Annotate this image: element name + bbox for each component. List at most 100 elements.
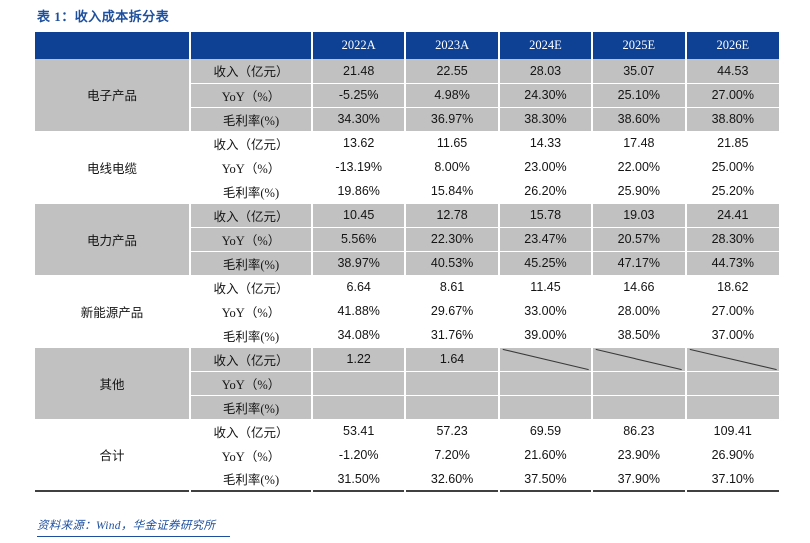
table-row: 毛利率(%) (35, 395, 779, 420)
table-container: 2022A 2023A 2024E 2025E 2026E 电子产品 收入（亿元） 21.4… (35, 32, 779, 492)
value-cell: 33.00% (498, 299, 594, 324)
value-cell: 6.64 (312, 275, 407, 300)
metric-label: 收入（亿元） (190, 59, 313, 84)
value-cell: 23.90% (592, 443, 687, 468)
value-cell: 15.78 (498, 203, 594, 228)
value-cell: 38.50% (592, 323, 687, 348)
metric-label: 收入（亿元） (190, 347, 313, 372)
value-cell: 25.90% (592, 179, 687, 204)
metric-label: 毛利率(%) (190, 107, 313, 132)
value-cell: 18.62 (685, 275, 779, 300)
value-cell: 28.03 (498, 59, 594, 84)
value-cell (405, 395, 500, 420)
revenue-cost-breakdown-table: 2022A 2023A 2024E 2025E 2026E 电子产品 收入（亿元） 21.4… (35, 32, 779, 492)
value-cell: 37.90% (592, 467, 687, 492)
column-header-2025E: 2025E (592, 32, 687, 59)
value-cell: 32.60% (405, 467, 500, 492)
value-cell (498, 395, 594, 420)
value-cell: 21.85 (685, 131, 779, 156)
value-cell: 25.00% (685, 155, 779, 180)
metric-label: YoY（%） (190, 155, 313, 180)
value-cell: 41.88% (312, 299, 407, 324)
value-cell: 7.20% (405, 443, 500, 468)
value-cell: 11.45 (498, 275, 594, 300)
metric-label: 收入（亿元） (190, 203, 313, 228)
value-cell: 19.03 (592, 203, 687, 228)
value-cell (405, 371, 500, 396)
value-cell: 27.00% (685, 83, 779, 108)
value-cell: 38.97% (312, 251, 407, 276)
table-row: YoY（%） 5.56% 22.30% 23.47% 20.57% 28.30% (35, 227, 779, 252)
value-cell (312, 371, 407, 396)
value-cell: 14.33 (498, 131, 594, 156)
table-body: 电子产品 收入（亿元） 21.48 22.55 28.03 35.07 44.53 YoY（%… (35, 59, 779, 492)
value-cell: 25.20% (685, 179, 779, 204)
value-cell: 1.64 (405, 347, 500, 372)
group-name: 电线电缆 (35, 131, 191, 204)
table-row: 电力产品 收入（亿元） 10.45 12.78 15.78 19.03 24.41 (35, 203, 779, 276)
value-cell: 8.00% (405, 155, 500, 180)
metric-label: 毛利率(%) (190, 323, 313, 348)
value-cell: 24.30% (498, 83, 594, 108)
metric-label: YoY（%） (190, 83, 313, 108)
value-cell: 37.00% (685, 323, 779, 348)
metric-label: 毛利率(%) (190, 251, 313, 276)
metric-label: YoY（%） (190, 371, 313, 396)
value-cell: 39.00% (498, 323, 594, 348)
group-name: 电子产品 (35, 59, 191, 132)
column-header-2023A: 2023A (405, 32, 500, 59)
value-cell (685, 395, 779, 420)
value-cell: 22.30% (405, 227, 500, 252)
value-cell: 28.30% (685, 227, 779, 252)
table-row: 电子产品 收入（亿元） 21.48 22.55 28.03 35.07 44.53 (35, 59, 779, 132)
metric-label: YoY（%） (190, 227, 313, 252)
value-cell: 23.47% (498, 227, 594, 252)
value-cell: 13.62 (312, 131, 407, 156)
value-cell: 44.73% (685, 251, 779, 276)
value-cell: 17.48 (592, 131, 687, 156)
table-row: 毛利率(%) 19.86% 15.84% 26.20% 25.90% 25.20% (35, 179, 779, 204)
value-cell (312, 395, 407, 420)
column-header-metric (190, 32, 313, 59)
value-cell: 11.65 (405, 131, 500, 156)
table-title: 表 1：收入成本拆分表 (37, 9, 170, 24)
table-row: 毛利率(%) 34.08% 31.76% 39.00% 38.50% 37.00% (35, 323, 779, 348)
source-note: 资料来源：Wind，华金证券研究所 (37, 520, 216, 532)
value-cell: 37.10% (685, 467, 779, 492)
value-cell: 38.60% (592, 107, 687, 132)
column-header-2026E: 2026E (685, 32, 779, 59)
value-cell: 4.98% (405, 83, 500, 108)
source-underline (37, 536, 230, 537)
value-cell: 8.61 (405, 275, 500, 300)
metric-label: 收入（亿元） (190, 131, 313, 156)
value-cell: 38.30% (498, 107, 594, 132)
table-row: 其他 收入（亿元） 1.22 1.64 (35, 347, 779, 420)
value-cell: 57.23 (405, 419, 500, 444)
value-cell: -1.20% (312, 443, 407, 468)
group-name: 新能源产品 (35, 275, 191, 348)
value-cell: 53.41 (312, 419, 407, 444)
value-cell: 15.84% (405, 179, 500, 204)
value-cell: 21.60% (498, 443, 594, 468)
value-cell: 86.23 (592, 419, 687, 444)
value-cell: 10.45 (312, 203, 407, 228)
value-cell: 22.55 (405, 59, 500, 84)
value-cell (685, 371, 779, 396)
value-cell: 38.80% (685, 107, 779, 132)
group-name: 其他 (35, 347, 191, 420)
table-row: YoY（%） -5.25% 4.98% 24.30% 25.10% 27.00% (35, 83, 779, 108)
value-cell: 22.00% (592, 155, 687, 180)
group-name: 合计 (35, 419, 191, 492)
value-cell: 37.50% (498, 467, 594, 492)
value-cell: 20.57% (592, 227, 687, 252)
group-name: 电力产品 (35, 203, 191, 276)
table-row: 电线电缆 收入（亿元） 13.62 11.65 14.33 17.48 21.85 (35, 131, 779, 204)
value-cell: 27.00% (685, 299, 779, 324)
column-header-2022A: 2022A (312, 32, 407, 59)
metric-label: 收入（亿元） (190, 419, 313, 444)
na-diagonal-cell (685, 347, 779, 372)
value-cell: 26.20% (498, 179, 594, 204)
value-cell: 24.41 (685, 203, 779, 228)
value-cell: 44.53 (685, 59, 779, 84)
value-cell: 45.25% (498, 251, 594, 276)
